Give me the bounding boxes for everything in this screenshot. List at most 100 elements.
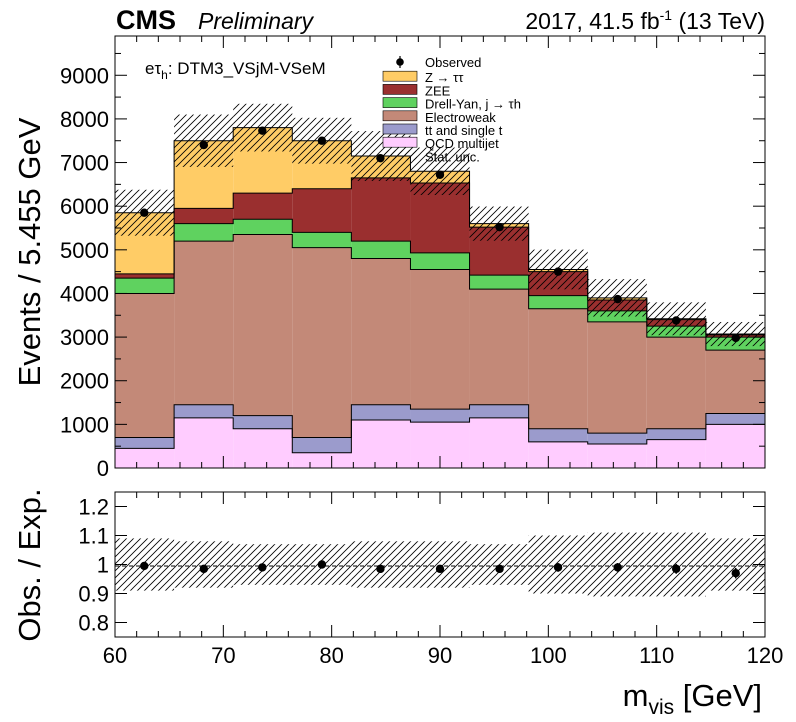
observed-point — [553, 267, 563, 276]
y-tick-label: 1 — [97, 553, 109, 578]
ratio-points — [140, 560, 740, 579]
legend-swatch-ttbar — [382, 123, 418, 135]
bar-zee — [115, 273, 175, 279]
bar-ewk — [646, 337, 706, 429]
bar-ewk — [174, 241, 234, 405]
legend-swatch-dy_jtau — [382, 97, 418, 108]
main-y-axis-title: Events / 5.455 GeV — [12, 117, 47, 386]
bar-ttbar — [646, 428, 706, 440]
observed-point — [317, 136, 327, 145]
bar-qcd — [528, 441, 588, 468]
bar-qcd — [115, 448, 175, 468]
observed-points — [140, 126, 740, 343]
ratio-point — [435, 564, 445, 574]
legend-swatch-qcd — [382, 136, 418, 148]
bar-qcd — [233, 428, 293, 468]
y-tick-label: 3000 — [60, 325, 109, 350]
bar-dy_jtau — [115, 278, 175, 294]
y-tick-label: 5000 — [60, 238, 109, 263]
bar-dy_jtau — [174, 223, 234, 242]
ratio-point — [317, 560, 327, 569]
observed-point — [435, 170, 445, 179]
bar-ttbar — [174, 404, 234, 418]
ratio-unc-bin — [174, 541, 234, 588]
y-tick-label: 2000 — [60, 369, 109, 394]
legend-swatch-zee — [382, 84, 418, 95]
legend-swatch-ztt — [382, 70, 418, 82]
bar-ewk — [410, 269, 470, 410]
legend-label-dy_jtau: Drell-Yan, j → τh — [425, 97, 521, 112]
bar-ttbar — [528, 428, 588, 442]
bar-ewk — [705, 350, 765, 414]
bar-zee — [351, 177, 411, 242]
ratio-point — [258, 563, 267, 572]
y-tick-label: 9000 — [60, 63, 109, 88]
x-tick-label: 90 — [428, 643, 452, 668]
outline-qcd — [115, 417, 765, 454]
main-y-axis: 0 1000 2000 3000 4000 5000 6000 7000 8000 9000 — [60, 52, 765, 481]
y-tick-label: 0.8 — [78, 611, 109, 636]
y-tick-label: 8000 — [60, 107, 109, 132]
ratio-unc-band — [115, 532, 765, 597]
ratio-point — [671, 564, 681, 574]
bar-qcd — [587, 444, 647, 468]
legend-observed-label: Observed — [425, 55, 481, 70]
observed-point — [376, 153, 385, 163]
legend-label-ttbar: tt and single t — [425, 123, 503, 138]
y-tick-label: 0.9 — [78, 582, 109, 607]
x-tick-label: 110 — [639, 643, 674, 668]
bar-ttbar — [587, 433, 647, 444]
bar-ewk — [528, 308, 588, 429]
x-tick-label: 120 — [747, 643, 784, 668]
observed-point — [671, 316, 681, 325]
bar-qcd — [351, 420, 411, 468]
bar-dy_jtau — [351, 241, 411, 259]
bar-ewk — [469, 289, 529, 405]
legend-swatch-ewk — [382, 110, 418, 122]
outline-ewk — [115, 234, 765, 351]
stat-unc-bin — [174, 114, 234, 167]
ratio-point — [495, 564, 504, 574]
ratio-point — [613, 563, 622, 572]
bar-dy_jtau — [233, 219, 293, 235]
bar-ttbar — [410, 409, 470, 423]
bar-zee — [174, 208, 234, 224]
ratio-unc-bin — [469, 544, 529, 585]
bar-ttbar — [351, 404, 411, 420]
bar-ttbar — [469, 404, 529, 418]
x-tick-label: 60 — [103, 643, 127, 668]
cms-label: CMS — [116, 5, 176, 35]
legend-label-qcd: QCD multijet — [425, 136, 499, 151]
ratio-point — [731, 569, 740, 578]
bar-dy_jtau — [528, 295, 588, 309]
bar-ewk — [351, 258, 411, 405]
observed-point — [731, 333, 740, 343]
x-tick-label: 70 — [211, 643, 235, 668]
ratio-y-axis-title: Obs. / Exp. — [12, 488, 47, 641]
bar-dy_jtau — [410, 252, 470, 270]
bar-ttbar — [233, 415, 293, 429]
ratio-x-axis: 60 70 80 90 100 110 120 — [103, 492, 784, 668]
x-tick-label: 80 — [319, 643, 343, 668]
stat-unc-band — [115, 103, 765, 347]
bar-ewk — [233, 234, 293, 416]
bar-zee — [292, 188, 352, 233]
bar-qcd — [292, 452, 352, 468]
legend-label-stat-unc: Stat. unc. — [425, 149, 480, 164]
observed-point — [199, 140, 209, 150]
bar-ttbar — [705, 413, 765, 425]
bar-qcd — [646, 439, 706, 468]
outline-ttbar — [115, 404, 765, 438]
observed-point — [613, 294, 622, 304]
ratio-unc-bin — [351, 541, 411, 588]
legend-swatch-stat-unc — [383, 150, 417, 161]
ratio-point — [553, 563, 563, 572]
bar-qcd — [705, 424, 765, 468]
x-axis-title: mvis [GeV] — [623, 678, 762, 719]
legend-label-zee: ZEE — [425, 83, 451, 98]
bar-ewk — [292, 247, 352, 438]
y-tick-label: 6000 — [60, 194, 109, 219]
legend-label-ztt: Z → ττ — [425, 70, 464, 85]
